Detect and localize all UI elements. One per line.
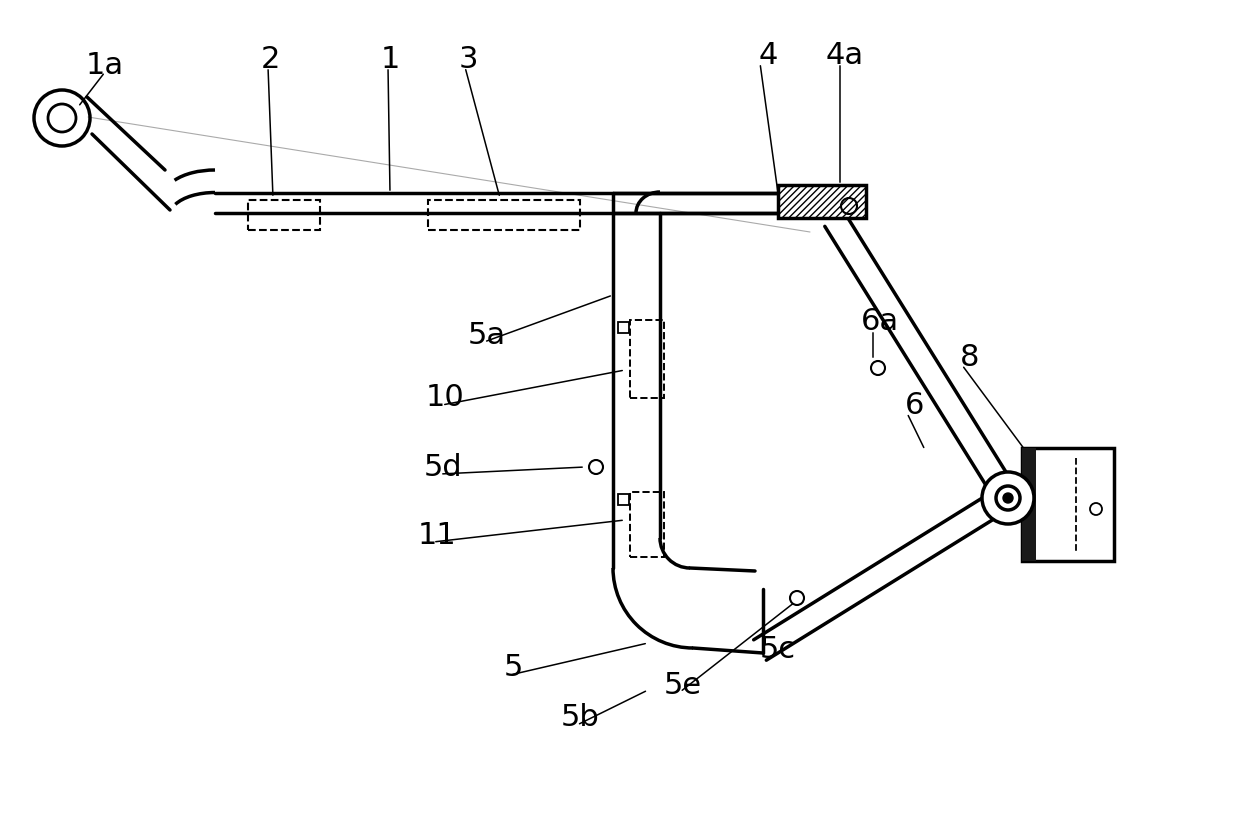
- Text: 4a: 4a: [826, 41, 864, 70]
- Bar: [618, 322, 629, 333]
- Text: 4: 4: [759, 41, 777, 70]
- Text: 3: 3: [459, 46, 477, 74]
- Text: 5d: 5d: [424, 452, 463, 482]
- Bar: [618, 494, 629, 505]
- Bar: [777, 185, 866, 218]
- Circle shape: [1003, 493, 1013, 503]
- Text: 5: 5: [503, 654, 523, 682]
- Bar: [630, 492, 663, 557]
- Bar: [1022, 448, 1114, 561]
- Text: 8: 8: [960, 344, 980, 372]
- Bar: [630, 320, 663, 398]
- Text: 11: 11: [418, 520, 456, 550]
- Text: 1a: 1a: [86, 51, 124, 79]
- Text: 10: 10: [425, 384, 464, 412]
- Text: 1: 1: [381, 46, 399, 74]
- Text: 2: 2: [260, 46, 280, 74]
- Text: 5e: 5e: [663, 671, 702, 699]
- Circle shape: [982, 472, 1034, 524]
- Bar: [1022, 448, 1035, 561]
- Bar: [248, 200, 320, 230]
- Text: 5c: 5c: [760, 636, 796, 664]
- Text: 6: 6: [905, 390, 925, 420]
- Bar: [428, 200, 580, 230]
- Circle shape: [996, 486, 1021, 510]
- Text: 5b: 5b: [560, 703, 599, 732]
- Text: 6a: 6a: [861, 308, 899, 336]
- Text: 5a: 5a: [467, 321, 506, 349]
